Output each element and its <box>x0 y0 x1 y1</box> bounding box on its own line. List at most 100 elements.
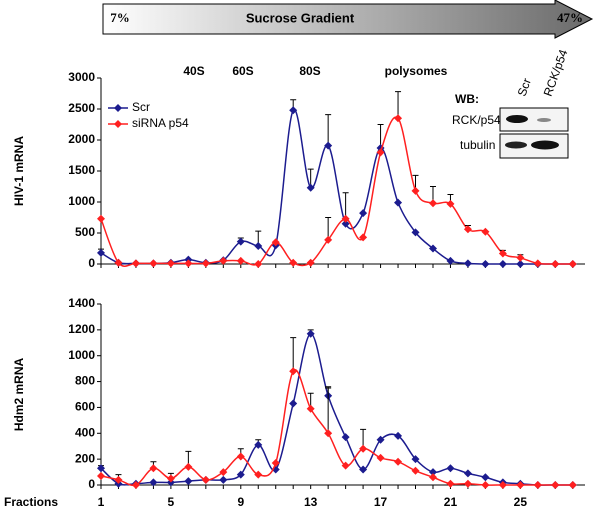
data-point <box>271 238 280 247</box>
data-point <box>219 468 228 477</box>
data-point <box>306 183 315 192</box>
blot-band <box>505 141 527 149</box>
data-point <box>184 259 193 268</box>
data-point <box>428 473 437 482</box>
y-tick-label: 0 <box>88 477 95 491</box>
data-point <box>551 481 560 489</box>
y-tick-label: 600 <box>75 400 95 414</box>
data-point <box>184 462 193 471</box>
data-point <box>149 259 158 268</box>
data-point <box>254 260 263 268</box>
annotation: polysomes <box>385 64 448 78</box>
data-point <box>376 148 385 157</box>
data-point <box>481 473 490 482</box>
y-tick-label: 1500 <box>68 163 95 177</box>
blot-row-label: RCK/p54 <box>452 113 501 127</box>
y-tick-label: 500 <box>75 225 95 239</box>
data-point <box>551 260 560 268</box>
y-tick-label: 0 <box>88 256 95 270</box>
data-point <box>184 477 193 486</box>
data-point <box>306 404 315 413</box>
error-bar <box>325 387 332 434</box>
data-point <box>97 214 105 223</box>
y-tick-label: 1000 <box>68 348 95 362</box>
y-tick-label: 2000 <box>68 132 95 146</box>
blot-band <box>531 140 559 150</box>
data-point <box>446 199 455 208</box>
data-point <box>446 464 455 473</box>
x-tick-label: 13 <box>304 495 318 509</box>
data-point <box>394 114 403 123</box>
data-point <box>446 256 455 265</box>
blot-panel <box>499 107 569 132</box>
y-tick-label: 200 <box>75 451 95 465</box>
data-point <box>411 466 420 475</box>
data-point <box>394 198 403 207</box>
legend-label: siRNA p54 <box>132 116 189 130</box>
error-bar <box>290 337 297 372</box>
data-point <box>394 457 403 466</box>
y-tick-label: 3000 <box>68 70 95 84</box>
gradient-start: 7% <box>110 10 130 25</box>
data-point <box>498 260 507 268</box>
annotation: 60S <box>232 64 253 78</box>
data-point <box>428 199 437 208</box>
data-point <box>568 481 577 489</box>
legend-marker <box>114 104 122 112</box>
data-point <box>306 258 315 267</box>
data-point <box>149 464 158 473</box>
data-point <box>376 453 385 462</box>
annotation: 80S <box>299 64 320 78</box>
data-point <box>411 228 420 237</box>
y-tick-label: 400 <box>75 425 95 439</box>
data-point <box>97 471 105 480</box>
data-point <box>341 214 350 223</box>
data-point <box>341 433 350 442</box>
y-axis-label: Hdm2 mRNA <box>12 357 26 431</box>
data-point <box>219 256 228 265</box>
data-point <box>236 237 245 246</box>
data-point <box>289 399 298 408</box>
data-point <box>306 329 315 338</box>
data-point <box>114 475 123 484</box>
blot-title: WB: <box>455 92 479 106</box>
y-tick-label: 1400 <box>68 296 95 310</box>
data-point <box>428 468 437 477</box>
x-tick-label: 5 <box>168 495 175 509</box>
data-point <box>201 475 210 484</box>
data-point <box>324 429 333 438</box>
annotation: 40S <box>183 64 204 78</box>
y-tick-label: 2500 <box>68 101 95 115</box>
data-point <box>516 260 525 268</box>
gradient-arrow <box>102 0 594 39</box>
data-point <box>289 106 298 115</box>
data-point <box>149 478 158 487</box>
series-line <box>100 332 573 486</box>
data-point <box>97 464 105 473</box>
data-point <box>481 260 490 268</box>
western-blot: WB: RCK/p54 tubulin Scr RCK/p54 <box>452 47 571 159</box>
data-point <box>166 474 175 483</box>
error-bar <box>342 192 349 219</box>
x-tick-label: 21 <box>444 495 458 509</box>
data-point <box>236 452 245 461</box>
data-point <box>376 435 385 444</box>
data-point <box>359 233 368 242</box>
data-point <box>411 455 420 464</box>
data-point <box>516 481 525 489</box>
y-tick-label: 1200 <box>68 322 95 336</box>
data-point <box>341 461 350 470</box>
x-tick-label: 1 <box>98 495 105 509</box>
data-point <box>219 475 228 484</box>
error-bar <box>325 114 332 146</box>
data-point <box>516 253 525 262</box>
data-point <box>411 186 420 195</box>
gradient-title: Sucrose Gradient <box>246 10 355 25</box>
data-point <box>271 459 280 468</box>
series-line <box>100 369 573 487</box>
blot-lane-label: RCK/p54 <box>541 47 571 98</box>
blot-row-label: tubulin <box>460 138 495 152</box>
series-line <box>100 108 573 265</box>
data-point <box>359 209 368 218</box>
